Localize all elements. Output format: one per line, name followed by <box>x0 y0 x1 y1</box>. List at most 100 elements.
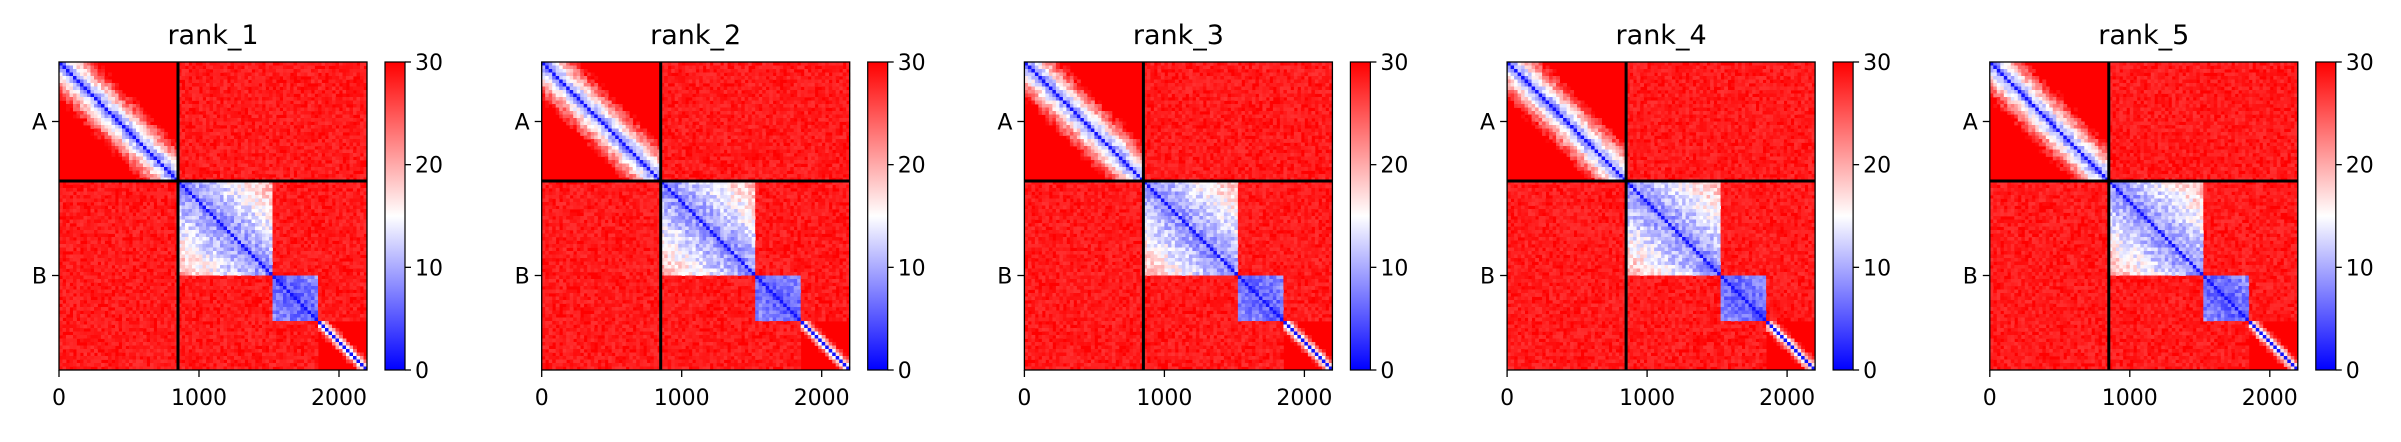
heatmap-cell <box>171 251 175 255</box>
heatmap-cell <box>168 199 172 203</box>
heatmap-cell <box>273 115 277 119</box>
heatmap-cell <box>248 342 252 346</box>
heatmap-cell <box>77 230 81 234</box>
heatmap-cell <box>112 192 116 196</box>
heatmap-cell <box>238 314 242 318</box>
heatmap-cell <box>276 360 280 364</box>
heatmap-cell <box>189 80 193 84</box>
heatmap-cell <box>168 290 172 294</box>
heatmap-cell <box>269 318 273 322</box>
heatmap-cell <box>150 311 154 315</box>
heatmap-cell <box>273 206 277 210</box>
heatmap-cell <box>133 262 137 266</box>
heatmap-cell <box>234 216 238 220</box>
heatmap-cell <box>168 174 172 178</box>
heatmap-cell <box>185 255 189 259</box>
heatmap-cell <box>252 349 256 353</box>
heatmap-cell <box>234 349 238 353</box>
heatmap-cell <box>290 160 294 164</box>
heatmap-cell <box>276 199 280 203</box>
heatmap-cell <box>136 136 140 140</box>
heatmap-cell <box>94 195 98 199</box>
heatmap-cell <box>192 356 196 360</box>
heatmap-cell <box>203 223 207 227</box>
heatmap-cell <box>283 125 287 129</box>
heatmap-cell <box>115 136 119 140</box>
heatmap-cell <box>119 129 123 133</box>
heatmap-cell <box>182 363 186 367</box>
heatmap-cell <box>266 283 270 287</box>
heatmap-cell <box>161 363 165 367</box>
heatmap-cell <box>98 94 102 98</box>
heatmap-cell <box>259 115 263 119</box>
heatmap-cell <box>287 328 291 332</box>
heatmap-cell <box>259 223 263 227</box>
heatmap-cell <box>126 297 130 301</box>
heatmap-cell <box>262 171 266 175</box>
heatmap-cell <box>140 269 144 273</box>
heatmap-cell <box>66 234 70 238</box>
heatmap-cell <box>224 286 228 290</box>
heatmap-cell <box>227 342 231 346</box>
heatmap-cell <box>217 132 221 136</box>
heatmap-cell <box>245 255 249 259</box>
heatmap-cell <box>182 73 186 77</box>
heatmap-cell <box>80 349 84 353</box>
heatmap-cell <box>259 174 263 178</box>
heatmap-cell <box>182 258 186 262</box>
heatmap-cell <box>157 206 161 210</box>
heatmap-cell <box>84 195 88 199</box>
heatmap-cell <box>231 223 235 227</box>
heatmap-cell <box>185 213 189 217</box>
heatmap-cell <box>217 237 221 241</box>
heatmap-cell <box>119 122 123 126</box>
heatmap-cell <box>231 272 235 276</box>
heatmap-cell <box>287 164 291 168</box>
heatmap-cell <box>262 90 266 94</box>
heatmap-cell <box>185 304 189 308</box>
heatmap-cell <box>238 167 242 171</box>
heatmap-cell <box>287 307 291 311</box>
heatmap-cell <box>276 258 280 262</box>
heatmap-cell <box>91 349 95 353</box>
heatmap-cell <box>122 157 126 161</box>
heatmap-cell <box>301 115 305 119</box>
heatmap-cell <box>220 328 224 332</box>
heatmap-cell <box>105 332 109 336</box>
heatmap-cell <box>206 311 210 315</box>
heatmap-cell <box>241 300 245 304</box>
heatmap-cell <box>147 349 151 353</box>
heatmap-cell <box>98 241 102 245</box>
heatmap-cell <box>294 129 298 133</box>
heatmap-cell <box>259 80 263 84</box>
heatmap-cell <box>105 234 109 238</box>
heatmap-cell <box>283 192 287 196</box>
heatmap-cell <box>217 234 221 238</box>
heatmap-cell <box>269 195 273 199</box>
heatmap-cell <box>304 244 308 248</box>
heatmap-cell <box>189 153 193 157</box>
heatmap-cell <box>304 304 308 308</box>
heatmap-cell <box>273 216 277 220</box>
heatmap-cell <box>203 174 207 178</box>
heatmap-cell <box>213 241 217 245</box>
heatmap-cell <box>287 174 291 178</box>
heatmap-cell <box>210 230 214 234</box>
heatmap-cell <box>248 122 252 126</box>
heatmap-cell <box>164 283 168 287</box>
heatmap-cell <box>143 283 147 287</box>
heatmap-cell <box>287 286 291 290</box>
heatmap-cell <box>112 136 116 140</box>
heatmap-cell <box>234 325 238 329</box>
heatmap-cell <box>241 216 245 220</box>
heatmap-cell <box>269 122 273 126</box>
heatmap-cell <box>234 279 238 283</box>
heatmap-cell <box>210 349 214 353</box>
heatmap-cell <box>105 276 109 280</box>
heatmap-cell <box>276 97 280 101</box>
heatmap-cell <box>213 349 217 353</box>
heatmap-cell <box>185 220 189 224</box>
heatmap-cell <box>70 325 74 329</box>
heatmap-cell <box>269 237 273 241</box>
heatmap-cell <box>273 213 277 217</box>
